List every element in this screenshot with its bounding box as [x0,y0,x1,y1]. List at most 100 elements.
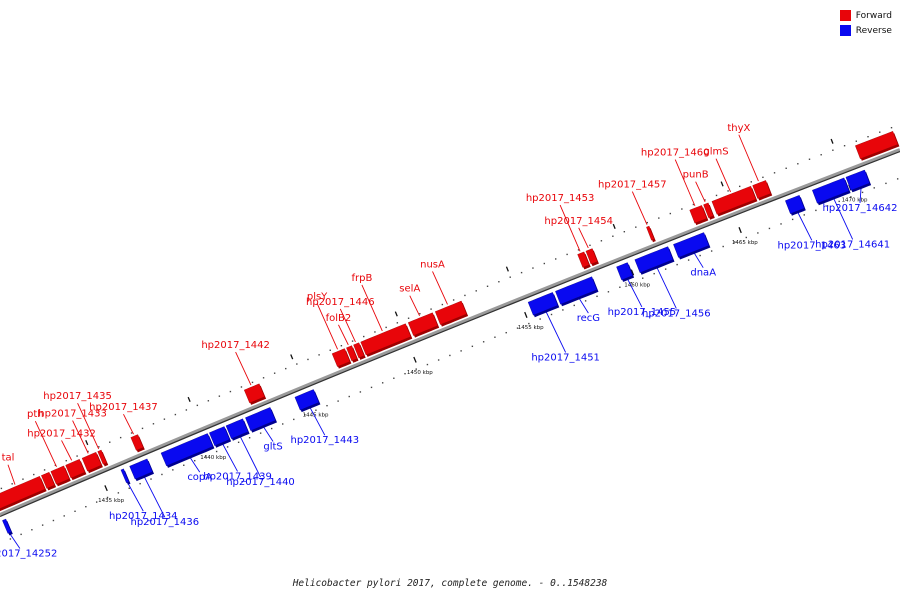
tick-label: 1450 kbp [407,370,433,376]
minor-tick [768,227,771,230]
forward-gene[interactable] [353,342,365,359]
minor-tick [430,308,432,310]
minor-tick [248,437,251,439]
minor-tick [329,349,331,351]
forward-gene[interactable] [752,180,771,199]
reverse-gene[interactable] [245,407,276,431]
minor-tick [262,377,265,379]
minor-tick [543,262,546,265]
label-leader [694,253,704,268]
minor-tick [727,190,729,192]
forward-gene[interactable] [703,202,714,218]
minor-tick [791,218,794,221]
minor-tick [803,214,805,216]
minor-tick [326,404,328,407]
minor-tick [259,432,262,434]
major-tick [738,227,742,234]
minor-tick [385,326,387,329]
forward-gene[interactable] [50,465,70,485]
reverse-gene[interactable] [120,468,130,484]
minor-tick [653,272,655,275]
minor-tick [240,386,243,388]
gene-label: hp2017_1440 [226,477,295,488]
label-leader [34,420,57,468]
forward-gene[interactable] [711,185,757,215]
reverse-gene[interactable] [160,433,214,467]
minor-tick [843,145,846,147]
forward-gene[interactable] [0,476,46,509]
forward-gene[interactable] [689,205,708,224]
forward-gene[interactable] [434,300,467,325]
forward-gene[interactable] [346,345,358,362]
label-leader [339,308,356,343]
minor-tick [285,367,287,370]
minor-tick [74,510,76,512]
minor-tick [471,345,474,348]
major-tick [187,396,191,403]
tick-label: 1435 kbp [98,498,124,504]
reverse-gene[interactable] [129,458,153,480]
forward-gene[interactable] [243,383,265,404]
minor-tick [815,209,817,212]
major-tick [830,138,834,144]
reverse-gene[interactable] [616,262,633,281]
gene-label: dnaA [690,268,716,279]
forward-gene[interactable] [855,131,899,160]
minor-tick [419,312,421,315]
forward-gene[interactable] [65,459,86,479]
minor-tick [494,336,496,338]
forward-gene[interactable] [331,348,351,367]
reverse-gene[interactable] [294,389,320,411]
forward-gene[interactable] [577,251,590,268]
minor-tick [139,482,141,485]
minor-tick [896,178,899,180]
forward-gene[interactable] [360,323,412,356]
forward-gene[interactable] [407,312,438,336]
reverse-gene[interactable] [785,195,805,214]
label-leader [144,477,166,518]
minor-tick [63,515,65,517]
reverse-gene[interactable] [812,177,850,204]
minor-tick [482,341,485,343]
reverse-gene[interactable] [209,426,230,446]
label-leader [240,436,261,478]
reverse-gene[interactable] [845,169,870,191]
label-leader [123,414,134,435]
major-tick [85,440,89,446]
minor-tick [340,344,343,347]
minor-tick [9,538,12,540]
strand-legend: Forward Reverse [839,8,892,38]
minor-tick [363,335,365,338]
forward-gene[interactable] [81,452,102,472]
reverse-gene[interactable] [555,276,598,305]
forward-gene[interactable] [646,225,655,241]
reverse-gene[interactable] [673,232,710,258]
reverse-gene[interactable] [527,292,559,316]
forward-gene[interactable] [41,471,55,489]
label-leader [715,158,731,193]
minor-tick [370,386,373,389]
reverse-gene[interactable] [225,418,249,439]
forward-gene[interactable] [585,248,598,265]
minor-tick [722,245,724,248]
forward-gene[interactable] [97,449,107,465]
minor-tick [562,309,564,311]
minor-tick [715,194,718,197]
minor-tick [516,327,519,329]
legend-reverse: Reverse [839,23,892,38]
label-leader [190,457,201,473]
reverse-gene[interactable] [2,518,12,534]
forward-gene[interactable] [130,434,144,451]
minor-tick [95,501,98,503]
minor-tick [750,181,752,183]
minor-tick [270,427,273,430]
minor-tick [337,400,339,402]
label-leader [738,134,759,182]
minor-tick [22,478,24,480]
minor-tick [351,340,354,342]
gene-label: nusA [420,259,445,270]
gene-label: plsY [307,291,328,302]
reverse-gene[interactable] [634,246,674,273]
label-leader [263,427,274,442]
minor-tick [664,268,667,270]
